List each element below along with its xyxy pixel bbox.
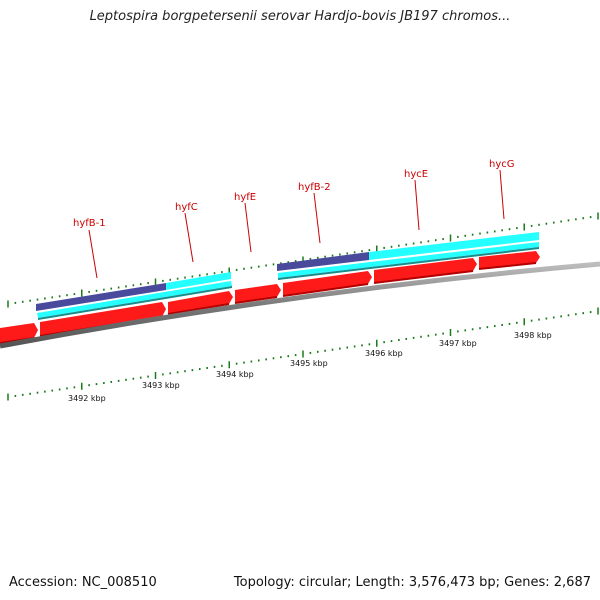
feature-block-right xyxy=(277,232,539,280)
feature-shadow-left xyxy=(38,286,232,320)
gene-labels: hyfB-1 hyfC hyfE hyfB-2 hycE hycG xyxy=(73,159,515,229)
kbp-label-3494: 3494 kbp xyxy=(216,370,254,379)
kbp-label-3493: 3493 kbp xyxy=(142,381,180,390)
feature-shadow-right xyxy=(278,247,539,280)
cds-arrow-6 xyxy=(374,258,477,283)
gene-label-hycE: hycE xyxy=(404,169,428,180)
feature-cyan-left-lower xyxy=(37,281,232,318)
leader-hyfB-2 xyxy=(313,192,321,244)
kbp-label-3498: 3498 kbp xyxy=(514,331,552,340)
kbp-label-3496: 3496 kbp xyxy=(365,349,403,358)
kbp-label-3495: 3495 kbp xyxy=(290,359,328,368)
feature-navy-left xyxy=(36,283,166,311)
feature-cyan-left xyxy=(166,272,231,290)
feature-cyan-right-lower xyxy=(278,242,539,278)
chromosome-backbone xyxy=(0,261,600,349)
outer-tick-ring xyxy=(7,212,599,308)
gene-label-hyfE: hyfE xyxy=(234,192,256,203)
cds-arrow-5 xyxy=(283,271,372,296)
cds-shade xyxy=(167,303,230,315)
feature-track xyxy=(36,232,539,320)
cds-shade xyxy=(478,262,537,270)
gene-label-hyfB-2: hyfB-2 xyxy=(298,182,331,193)
cds-shade xyxy=(282,283,369,297)
genome-info-text: Topology: circular; Length: 3,576,473 bp… xyxy=(233,575,591,590)
cds-track xyxy=(0,251,540,344)
kbp-label-3492: 3492 kbp xyxy=(68,394,106,403)
gene-label-hyfB-1: hyfB-1 xyxy=(73,218,106,229)
kbp-labels: 3492 kbp 3493 kbp 3494 kbp 3495 kbp 3496… xyxy=(68,331,552,403)
leader-hyfB-1 xyxy=(88,229,98,279)
map-title: Leptospira borgpetersenii serovar Hardjo… xyxy=(89,9,511,24)
gene-leader-lines xyxy=(88,169,505,279)
leader-hycG xyxy=(499,169,505,220)
cds-arrow-2 xyxy=(40,302,166,336)
leader-hyfE xyxy=(244,202,252,253)
cds-arrow-4 xyxy=(235,284,281,303)
gene-label-hycG: hycG xyxy=(489,159,515,170)
kbp-label-3497: 3497 kbp xyxy=(439,339,477,348)
leader-hyfC xyxy=(184,212,194,263)
feature-cyan-right xyxy=(369,232,539,260)
feature-block-left xyxy=(36,272,232,320)
cds-arrow-7 xyxy=(479,251,540,269)
cds-arrow-3 xyxy=(168,291,233,314)
feature-navy-right xyxy=(277,252,369,271)
inner-tick-ring xyxy=(7,307,599,401)
leader-hycE xyxy=(414,179,420,231)
gene-label-hyfC: hyfC xyxy=(175,202,198,213)
cds-shade xyxy=(373,270,474,284)
cds-shade xyxy=(234,296,278,304)
accession-text: Accession: NC_008510 xyxy=(9,575,157,590)
